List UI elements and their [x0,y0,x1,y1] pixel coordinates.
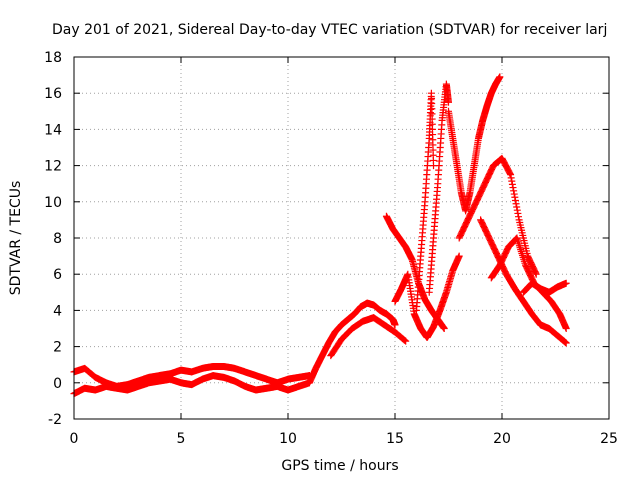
data-points [70,73,570,398]
data-point-interp [401,337,409,345]
data-point [496,73,504,81]
data-point [445,98,452,106]
data-point [562,279,570,287]
x-tick-label: 10 [279,431,297,447]
data-point-interp [506,169,514,177]
y-tick-label: 18 [44,50,62,66]
data-point [532,270,540,278]
plot-frame [73,56,610,420]
x-tick-labels: 0 5 10 15 20 25 [70,431,618,447]
data-point-interp [508,177,516,185]
y-tick-label: 8 [53,231,62,247]
data-point-interp [510,190,518,198]
data-point-interp [514,209,522,217]
data-point-interp [515,213,523,221]
y-tick-label: 0 [53,376,62,392]
data-point-interp [513,203,521,211]
x-tick-label: 15 [386,431,404,447]
data-point-interp [508,180,516,188]
x-tick-label: 0 [70,431,79,447]
y-tick-label: -2 [48,412,62,428]
y-tick-label: 4 [53,303,62,319]
data-point [440,325,448,332]
data-point-interp [511,193,519,201]
x-tick-label: 25 [600,431,618,447]
y-tick-labels: -2 0 2 4 6 8 10 12 14 16 18 [44,50,62,428]
y-tick-label: 6 [53,267,62,283]
data-point-interp [513,206,521,214]
data-point [391,321,399,329]
x-tick-label: 20 [493,431,511,447]
grid [74,57,609,419]
data-point [562,325,570,332]
y-tick-label: 14 [44,122,62,138]
data-point [455,252,463,260]
y-tick-label: 16 [44,86,62,102]
y-axis-label: SDTVAR / TECUs [8,181,24,296]
data-point-interp [400,336,408,344]
data-point-interp [512,200,520,208]
data-point [562,339,570,347]
chart-title: Day 201 of 2021, Sidereal Day-to-day VTE… [52,22,607,38]
data-point-interp [507,174,515,182]
x-tick-label: 5 [177,431,186,447]
data-point-interp [511,197,519,205]
y-tick-label: 12 [44,159,62,175]
data-point-interp [509,184,517,192]
data-point-interp [510,187,518,195]
data-point [402,337,410,345]
data-point [507,171,515,179]
x-axis-label: GPS time / hours [281,458,398,474]
data-point-interp [532,269,540,277]
y-tick-label: 10 [44,195,62,211]
y-tick-label: 2 [53,340,62,356]
